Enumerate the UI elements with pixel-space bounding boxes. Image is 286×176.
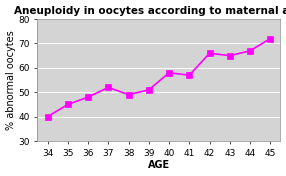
Title: Aneuploidy in oocytes according to maternal age: Aneuploidy in oocytes according to mater… [14, 6, 286, 15]
Y-axis label: % abnormal oocytes: % abnormal oocytes [5, 30, 15, 130]
X-axis label: AGE: AGE [148, 161, 170, 170]
